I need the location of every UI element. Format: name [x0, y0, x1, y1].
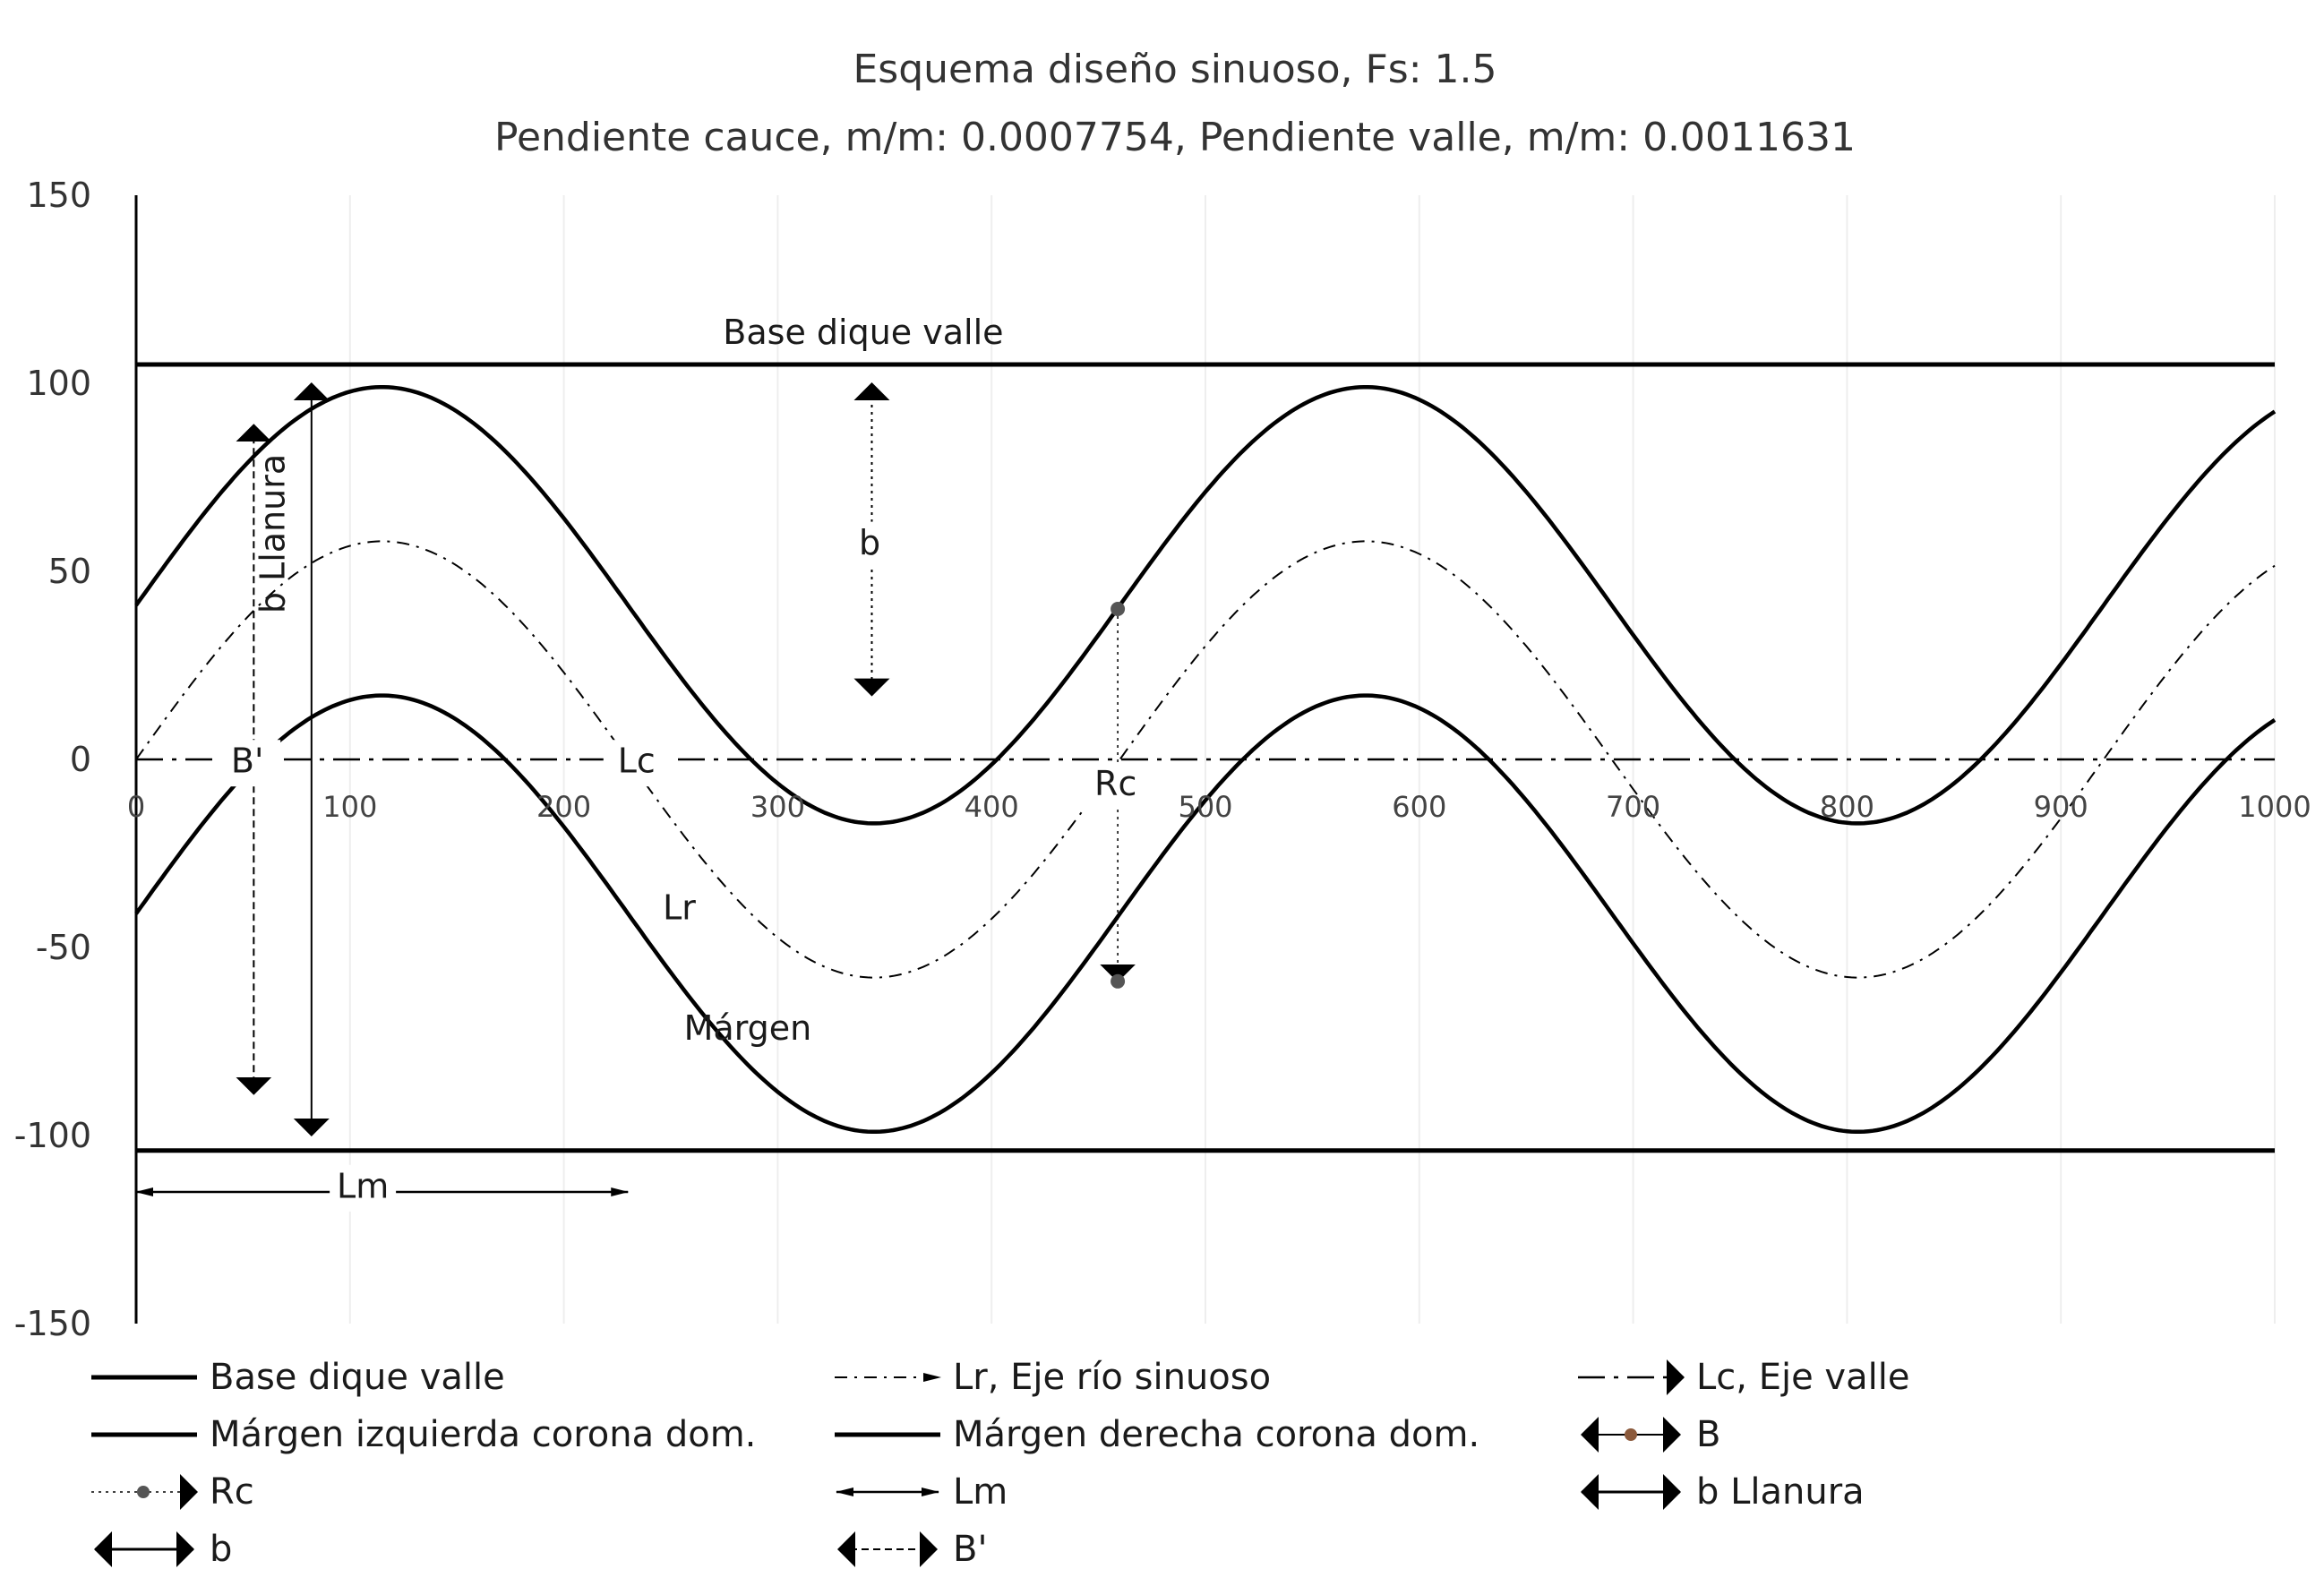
legend-label: Lc, Eje valle	[1696, 1357, 1909, 1398]
chart-subtitle: Pendiente cauce, m/m: 0.0007754, Pendien…	[494, 115, 1856, 160]
legend-item: Márgen izquierda corona dom.	[91, 1414, 756, 1455]
annotation-label: Márgen	[684, 1008, 812, 1048]
x-tick-label: 1000	[2238, 790, 2311, 824]
legend-item: Márgen derecha corona dom.	[835, 1414, 1479, 1455]
annotation-bg	[214, 740, 281, 787]
y-tick-label: 150	[26, 176, 91, 215]
legend-label: Márgen izquierda corona dom.	[210, 1414, 756, 1455]
legend-item: Lr, Eje río sinuoso	[835, 1357, 1271, 1398]
legend-label: Márgen derecha corona dom.	[953, 1414, 1479, 1455]
legend-label: b	[210, 1529, 232, 1570]
legend-item: Base dique valle	[91, 1357, 505, 1398]
y-tick-label: -100	[14, 1116, 91, 1155]
x-tick-label: 700	[1606, 790, 1660, 824]
rc-center-dot	[1111, 602, 1126, 616]
legend-item: B	[1581, 1414, 1720, 1455]
y-tick-label: 0	[70, 740, 91, 779]
x-tick-label: 500	[1178, 790, 1232, 824]
legend-label: Base dique valle	[210, 1357, 505, 1398]
legend-item: Lm	[836, 1471, 1008, 1513]
x-tick-label: 200	[536, 790, 591, 824]
annotations: Base dique valle b Llanura B' Lc Rc b Lr Márgen…	[214, 313, 1149, 1212]
series-line	[135, 540, 2276, 979]
annotation-label: b Llanura	[253, 454, 293, 613]
legend-item: Rc	[91, 1471, 254, 1513]
annotation-label: Lr	[663, 888, 696, 928]
legend-item: B'	[837, 1529, 987, 1570]
legend-label: Lm	[953, 1471, 1008, 1513]
annotation-label: b	[859, 523, 880, 562]
legend-label: b Llanura	[1696, 1471, 1865, 1513]
x-tick-label: 100	[322, 790, 377, 824]
x-tick-label: 400	[965, 790, 1019, 824]
legend-dot	[137, 1486, 150, 1498]
annotation-label: Rc	[1094, 764, 1136, 803]
x-tick-label: 0	[127, 790, 145, 824]
series-lines	[134, 362, 2277, 1153]
annotation-label: B'	[231, 742, 264, 781]
legend-label: B	[1696, 1414, 1720, 1455]
legend-label: Lr, Eje río sinuoso	[953, 1357, 1271, 1398]
x-tick-label: 600	[1392, 790, 1446, 824]
chart-title: Esquema diseño sinuoso, Fs: 1.5	[853, 47, 1496, 92]
annotation-label: Base dique valle	[723, 313, 1003, 352]
legend-item: Lc, Eje valle	[1578, 1357, 1909, 1398]
legend-item: b Llanura	[1581, 1471, 1865, 1513]
legend-dot	[1625, 1428, 1637, 1441]
x-tick-label: 300	[750, 790, 805, 824]
x-tick-label: 900	[2034, 790, 2088, 824]
annotation-bg	[330, 1164, 397, 1212]
rc-end-dot	[1111, 973, 1126, 989]
annotation-bg	[646, 887, 713, 933]
y-tick-label: 100	[26, 364, 91, 403]
legend-label: B'	[953, 1529, 987, 1570]
legend: Base dique valle Lr, Eje río sinuoso Lc, E…	[91, 1357, 1909, 1570]
x-tick-label: 800	[1820, 790, 1874, 824]
y-tick-label: -150	[14, 1304, 91, 1343]
dimension-lines	[135, 382, 1136, 1196]
legend-label: Rc	[210, 1471, 254, 1513]
annotation-bg	[847, 521, 893, 569]
annotation-label: Lm	[337, 1166, 389, 1205]
y-tick-label: -50	[36, 928, 91, 967]
series-line	[134, 693, 2277, 1135]
annotation-label: Lc	[618, 742, 656, 781]
annotation-bg	[1082, 762, 1149, 810]
y-tick-label: 50	[48, 552, 91, 591]
legend-item: b	[94, 1529, 232, 1570]
series-line	[134, 384, 2277, 826]
annotation-bg	[603, 740, 670, 787]
